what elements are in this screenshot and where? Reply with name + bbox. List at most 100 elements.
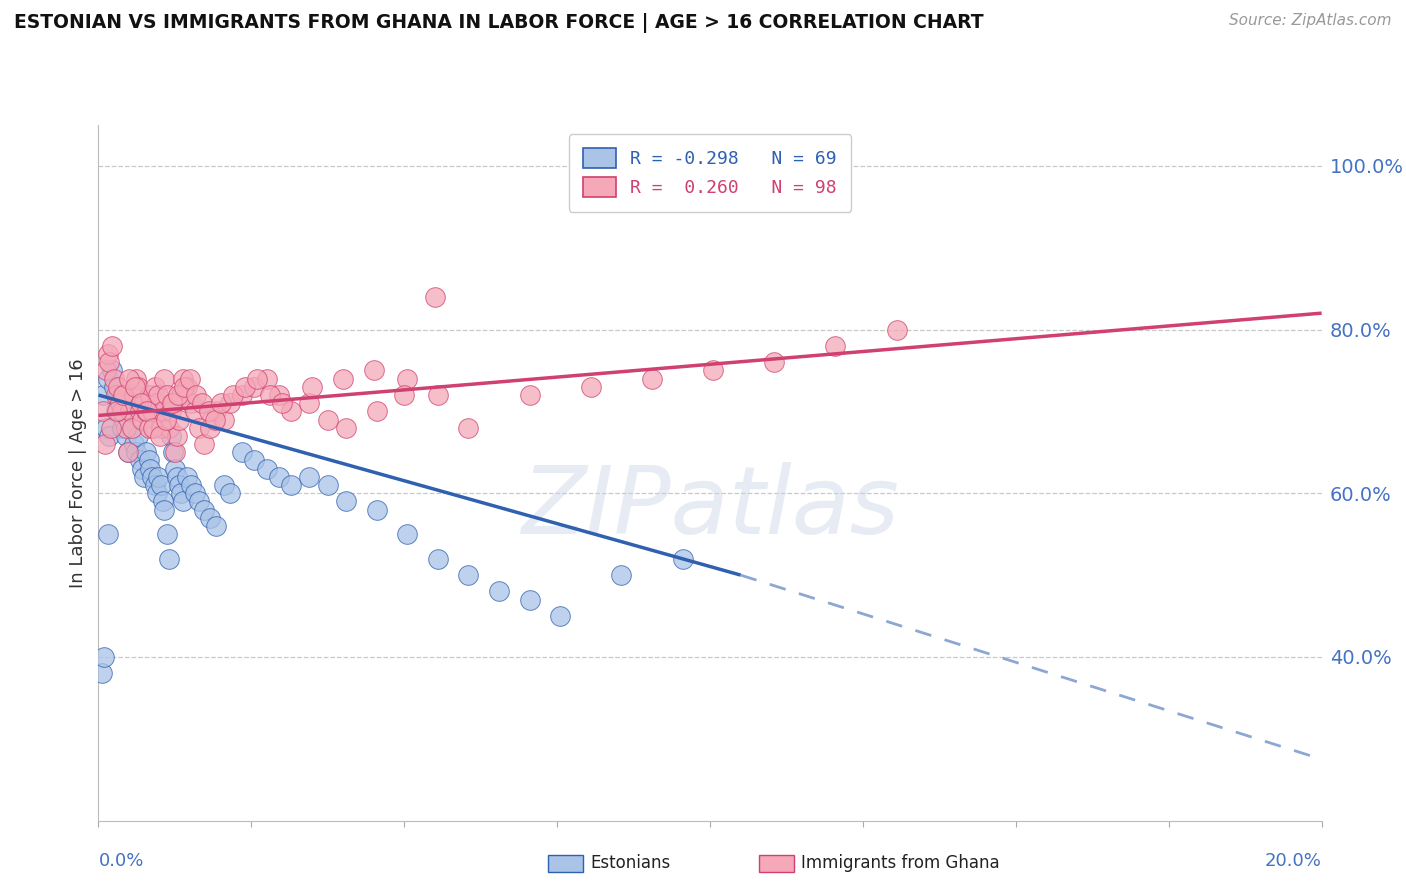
Point (396, 371, 419, 385)
Point (91, 388, 114, 402)
Point (579, 380, 602, 394)
Point (243, 380, 266, 394)
Point (212, 478, 235, 492)
Point (98, 355, 121, 369)
Point (153, 502, 176, 516)
Point (143, 478, 166, 492)
Point (156, 388, 179, 402)
Point (301, 380, 323, 394)
Point (457, 568, 479, 582)
Point (188, 421, 211, 435)
Point (702, 363, 724, 377)
Point (170, 486, 193, 500)
Text: 20.0%: 20.0% (1265, 852, 1322, 870)
Point (134, 396, 156, 410)
Point (91, 666, 114, 681)
Point (193, 502, 215, 516)
Point (112, 412, 135, 426)
Point (107, 388, 129, 402)
Point (120, 404, 142, 418)
Point (153, 371, 176, 385)
Point (267, 388, 290, 402)
Point (167, 388, 190, 402)
Point (108, 396, 131, 410)
Point (457, 421, 479, 435)
Point (111, 388, 134, 402)
Point (180, 396, 202, 410)
Point (332, 371, 354, 385)
Point (157, 551, 180, 566)
Point (143, 380, 166, 394)
Point (335, 421, 357, 435)
Point (610, 568, 633, 582)
Point (115, 421, 138, 435)
Point (198, 421, 221, 435)
Point (280, 404, 302, 418)
Point (101, 363, 124, 377)
Point (118, 371, 141, 385)
Point (298, 470, 321, 484)
Point (763, 355, 786, 369)
Point (197, 404, 219, 418)
Point (160, 396, 183, 410)
Point (152, 494, 174, 508)
Point (115, 429, 138, 443)
Point (231, 388, 253, 402)
Point (93, 437, 115, 451)
Point (176, 470, 198, 484)
Point (105, 404, 128, 418)
Point (426, 388, 449, 402)
Point (141, 404, 163, 418)
Point (121, 421, 143, 435)
Point (184, 486, 207, 500)
Point (134, 470, 156, 484)
Point (184, 404, 207, 418)
Point (172, 494, 194, 508)
Text: ESTONIAN VS IMMIGRANTS FROM GHANA IN LABOR FORCE | AGE > 16 CORRELATION CHART: ESTONIAN VS IMMIGRANTS FROM GHANA IN LAB… (14, 13, 984, 33)
Point (104, 404, 127, 418)
Point (127, 429, 149, 443)
Point (131, 461, 153, 475)
Point (163, 445, 186, 459)
Point (176, 380, 198, 394)
Point (112, 388, 135, 402)
Point (142, 421, 165, 435)
Point (135, 445, 157, 459)
Point (138, 453, 160, 467)
Legend: R = -0.298   N = 69, R =  0.260   N = 98: R = -0.298 N = 69, R = 0.260 N = 98 (569, 134, 851, 211)
Point (107, 380, 129, 394)
Point (139, 388, 162, 402)
Point (131, 412, 153, 426)
Point (103, 380, 125, 394)
Point (138, 421, 160, 435)
Point (193, 437, 215, 451)
Point (423, 290, 446, 304)
Point (173, 380, 195, 394)
Point (145, 486, 167, 500)
Point (97, 371, 120, 385)
Point (671, 551, 693, 566)
Point (94, 421, 117, 435)
Point (205, 404, 228, 418)
Point (198, 510, 221, 524)
Point (641, 371, 664, 385)
Point (157, 421, 180, 435)
Point (219, 396, 242, 410)
Point (108, 396, 131, 410)
Text: 0.0%: 0.0% (98, 852, 143, 870)
Point (129, 396, 152, 410)
Point (212, 412, 235, 426)
Point (426, 551, 449, 566)
Point (159, 404, 181, 418)
Point (148, 388, 170, 402)
Point (488, 584, 510, 599)
Point (94, 363, 117, 377)
Point (231, 445, 253, 459)
Point (233, 380, 256, 394)
Point (117, 445, 139, 459)
Point (156, 527, 179, 541)
Point (91, 404, 114, 418)
Point (366, 404, 388, 418)
Point (149, 421, 172, 435)
Point (111, 404, 134, 418)
